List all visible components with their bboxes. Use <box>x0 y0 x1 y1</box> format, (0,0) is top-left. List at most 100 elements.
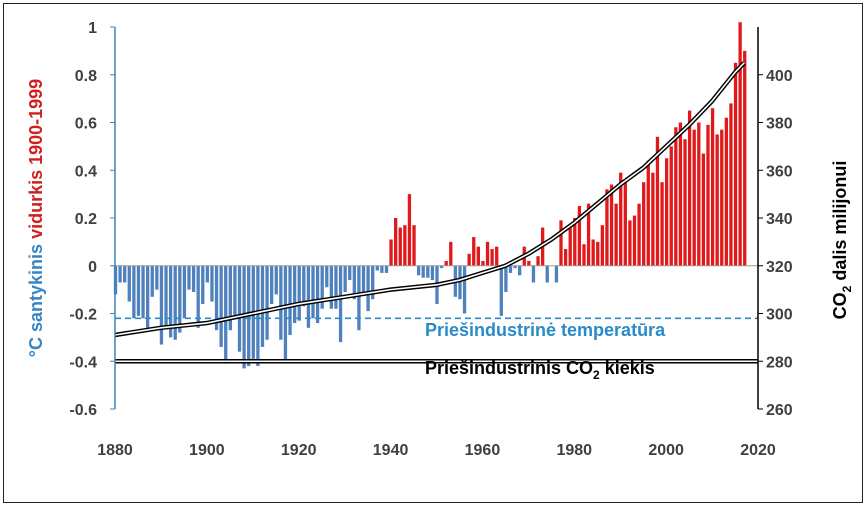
temperature-bar-1953 <box>449 241 453 266</box>
temperature-bar-1898 <box>196 265 200 328</box>
temperature-bar-1892 <box>168 265 173 338</box>
x-tick-1900: 1900 <box>189 442 225 459</box>
temperature-bar-1981 <box>577 206 582 266</box>
x-tick-1940: 1940 <box>373 442 409 459</box>
temperature-bar-2013 <box>724 117 729 266</box>
y-left-tick-0: 0 <box>88 259 97 276</box>
temperature-bar-1993 <box>632 215 637 266</box>
y-left-tick--0.4: -0.4 <box>69 354 97 371</box>
temperature-bar-2006 <box>692 129 696 266</box>
temperature-bar-1947 <box>421 265 425 278</box>
reference-lines <box>115 265 758 364</box>
temperature-bar-1932 <box>352 265 356 300</box>
temperature-bar-1967 <box>513 265 517 269</box>
temperature-bar-1915 <box>274 265 278 295</box>
temperature-bar-1890 <box>159 265 164 345</box>
temperature-bar-2008 <box>701 153 706 266</box>
temperature-bar-1901 <box>210 265 214 302</box>
temperature-bar-1899 <box>201 265 205 304</box>
temperature-bar-1938 <box>380 265 384 273</box>
temperature-bar-2004 <box>683 139 687 266</box>
temperature-bar-1990 <box>619 172 623 266</box>
temperature-bar-2014 <box>729 103 733 266</box>
y-right-tick-340: 340 <box>766 211 793 228</box>
temperature-bar-1989 <box>614 203 618 266</box>
y-left-tick-0.8: 0.8 <box>75 68 97 85</box>
temperature-bar-2011 <box>715 134 719 266</box>
temperature-bar-1929 <box>338 265 343 343</box>
temperature-bar-1887 <box>146 265 150 328</box>
temperature-bar-1904 <box>224 265 228 364</box>
temperature-bar-1931 <box>348 265 352 281</box>
temperature-bar-1942 <box>398 227 402 266</box>
temperature-bar-1985 <box>596 241 600 266</box>
preindustrial-co2-label: Priešindustrinis CO2 kiekis <box>425 358 655 382</box>
temperature-bar-1982 <box>582 244 586 266</box>
y-left-tick-0.4: 0.4 <box>75 163 97 180</box>
temperature-bar-1920 <box>297 265 301 321</box>
temperature-bar-1886 <box>141 265 145 319</box>
temperature-bar-1907 <box>237 265 242 352</box>
chart-frame <box>3 3 863 503</box>
temperature-bar-1971 <box>531 265 536 283</box>
temperature-bar-1979 <box>568 227 572 266</box>
x-tick-2020: 2020 <box>740 442 776 459</box>
temperature-bar-1957 <box>467 253 471 266</box>
temperature-bar-1925 <box>320 265 324 309</box>
temperature-bar-1941 <box>394 218 398 266</box>
temperature-bar-1965 <box>504 265 508 293</box>
y-right-tick-380: 380 <box>766 116 793 133</box>
temperature-bar-1940 <box>389 239 393 266</box>
temperature-bar-1961 <box>485 241 490 266</box>
temperature-bar-1888 <box>150 265 154 297</box>
temperature-bar-2005 <box>687 110 692 266</box>
temperature-bar-1928 <box>334 265 338 309</box>
temperature-bar-2012 <box>720 129 724 266</box>
temperature-bar-1974 <box>545 265 549 283</box>
temperature-bar-1930 <box>343 265 347 293</box>
temperature-bar-1921 <box>302 265 306 307</box>
temperature-bar-1914 <box>270 265 274 304</box>
temperature-bar-1997 <box>651 172 655 266</box>
temperature-bar-1891 <box>164 265 168 326</box>
temperature-bar-2003 <box>678 122 683 266</box>
temperature-bar-1919 <box>292 265 297 324</box>
y-left-tick-0.6: 0.6 <box>75 116 97 133</box>
temperature-bar-1960 <box>481 260 485 266</box>
temperature-bar-1894 <box>178 265 182 333</box>
y-right-tick-320: 320 <box>766 259 793 276</box>
temperature-bar-2015 <box>733 62 738 266</box>
temperature-bar-2001 <box>669 146 673 266</box>
temperature-bar-1884 <box>132 265 136 319</box>
temperature-bar-1980 <box>573 218 577 266</box>
temperature-bar-1927 <box>329 265 334 309</box>
x-tick-1920: 1920 <box>281 442 317 459</box>
x-tick-1980: 1980 <box>556 442 592 459</box>
temperature-bar-1987 <box>605 189 609 266</box>
temperature-bar-1917 <box>283 265 288 362</box>
y-right-tick-400: 400 <box>766 68 793 85</box>
temperature-bar-1903 <box>219 265 223 347</box>
temperature-bar-1922 <box>306 265 311 328</box>
temperature-bar-1970 <box>527 260 531 266</box>
temperature-bar-1893 <box>173 265 177 340</box>
temperature-bar-2002 <box>674 127 678 266</box>
y-left-tick--0.2: -0.2 <box>69 307 97 324</box>
temperature-bar-1951 <box>439 265 444 269</box>
temperature-bar-1885 <box>136 265 141 316</box>
temperature-bar-1968 <box>518 265 522 276</box>
right-axis-label: CO2 dalis milijonui <box>830 161 854 320</box>
temperature-bar-1945 <box>412 225 416 266</box>
temperature-bar-1964 <box>499 265 503 316</box>
temperature-bar-1936 <box>371 265 375 300</box>
x-tick-1880: 1880 <box>97 442 133 459</box>
temperature-bar-1948 <box>426 265 430 278</box>
temperature-bar-1963 <box>495 246 499 266</box>
y-right-tick-360: 360 <box>766 163 793 180</box>
x-tick-2000: 2000 <box>648 442 684 459</box>
temperature-bar-1983 <box>586 203 591 266</box>
temperature-bar-1918 <box>288 265 292 335</box>
temperature-bar-1998 <box>655 136 660 266</box>
temperature-bar-2017 <box>743 50 747 266</box>
